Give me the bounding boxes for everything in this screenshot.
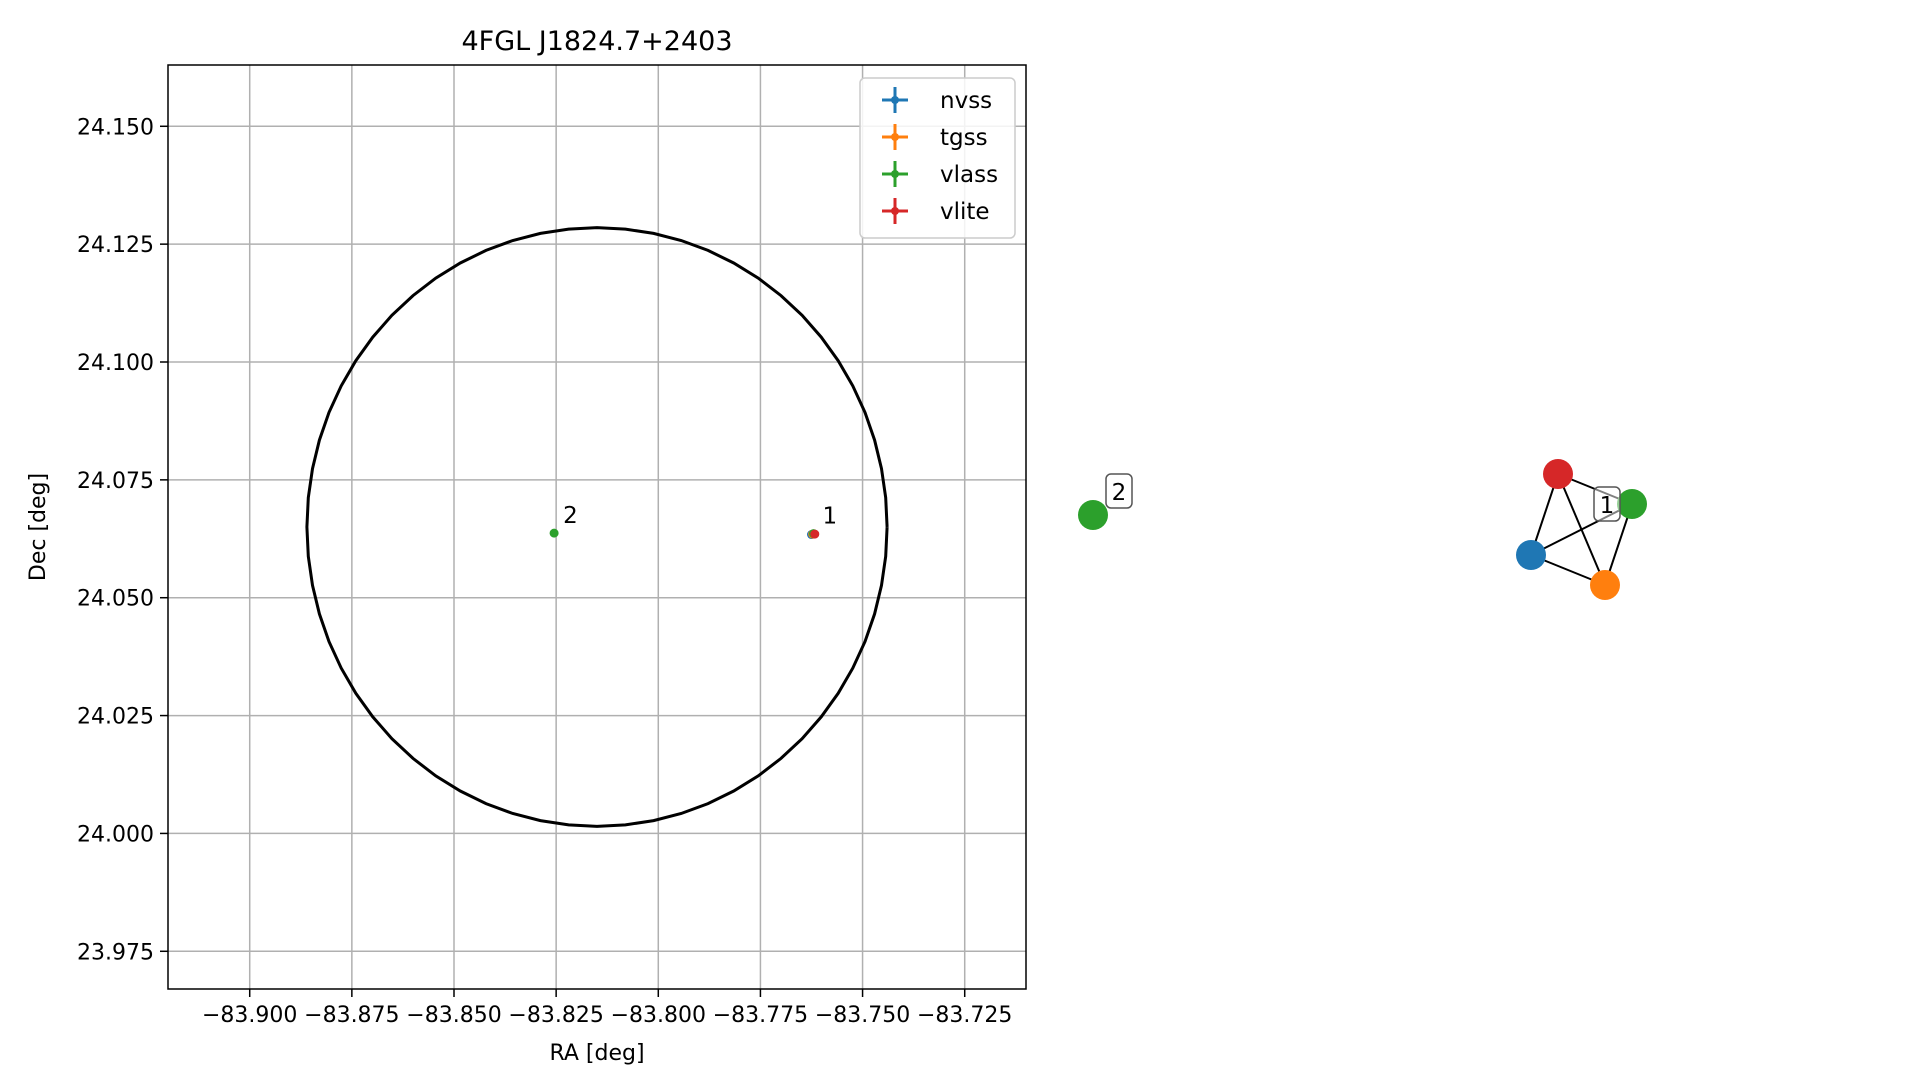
x-axis-label: RA [deg] bbox=[549, 1041, 644, 1066]
x-tick-label: −83.875 bbox=[304, 1003, 399, 1028]
network-label-2: 2 bbox=[1112, 480, 1127, 506]
point-annotation: 1 bbox=[823, 504, 838, 530]
y-axis-label: Dec [deg] bbox=[26, 473, 51, 581]
legend-label-vlite: vlite bbox=[940, 199, 990, 225]
legend-label-nvss: nvss bbox=[940, 88, 992, 114]
legend-marker-nvss bbox=[891, 96, 899, 104]
legend-frame bbox=[859, 77, 1016, 239]
point-annotation: 2 bbox=[563, 503, 578, 529]
x-tick-label: −83.775 bbox=[713, 1003, 808, 1028]
network-label-1: 1 bbox=[1600, 493, 1615, 519]
network-node-tgss-1 bbox=[1590, 570, 1620, 600]
legend: nvss tgss vlass vlite bbox=[859, 77, 1016, 239]
localization-circle-path bbox=[305, 226, 889, 828]
plot-frame bbox=[167, 64, 1027, 990]
y-tick-label: 24.050 bbox=[77, 587, 154, 612]
y-tick-label: 23.975 bbox=[77, 940, 154, 965]
data-point-vlite bbox=[810, 529, 820, 539]
localization-circle bbox=[305, 226, 889, 828]
legend-label-vlass: vlass bbox=[940, 162, 998, 188]
legend-marker-vlite bbox=[891, 207, 899, 215]
network-node-vlite-1 bbox=[1543, 459, 1573, 489]
y-tick-label: 24.150 bbox=[77, 115, 154, 140]
chart-title: 4FGL J1824.7+2403 bbox=[461, 26, 732, 57]
data-point-vlass bbox=[549, 528, 559, 538]
network-node-vlass-2 bbox=[1078, 500, 1108, 530]
y-tick-label: 24.000 bbox=[77, 822, 154, 847]
axis-ticks: −83.900 −83.875 −83.850 −83.825 −83.800 −83.7… bbox=[77, 115, 1012, 1028]
x-tick-label: −83.800 bbox=[611, 1003, 706, 1028]
network-label-1-box bbox=[1593, 486, 1621, 522]
network-node-nvss-1 bbox=[1516, 540, 1546, 570]
y-tick-label: 24.075 bbox=[77, 469, 154, 494]
legend-marker-tgss bbox=[891, 133, 899, 141]
x-tick-label: −83.750 bbox=[815, 1003, 910, 1028]
x-tick-label: −83.725 bbox=[917, 1003, 1012, 1028]
network-node-vlass-1 bbox=[1617, 489, 1647, 519]
x-tick-label: −83.825 bbox=[508, 1003, 603, 1028]
legend-marker-vlass bbox=[891, 170, 899, 178]
data-points bbox=[549, 528, 820, 540]
network-label-2-box bbox=[1105, 473, 1133, 509]
y-tick-label: 24.100 bbox=[77, 351, 154, 376]
y-tick-label: 24.125 bbox=[77, 233, 154, 258]
y-tick-label: 24.025 bbox=[77, 705, 154, 730]
x-tick-label: −83.850 bbox=[406, 1003, 501, 1028]
legend-label-tgss: tgss bbox=[940, 125, 988, 151]
x-tick-label: −83.900 bbox=[202, 1003, 297, 1028]
